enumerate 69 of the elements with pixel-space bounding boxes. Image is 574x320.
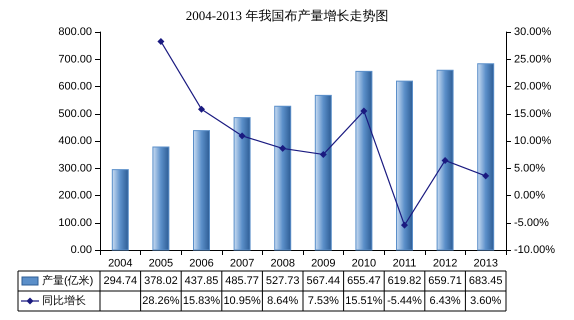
y-tick-label: 400.00 xyxy=(58,135,92,147)
data-label: 655.47 xyxy=(347,275,381,287)
bar xyxy=(396,80,413,250)
data-label: 527.73 xyxy=(266,275,300,287)
point xyxy=(320,150,327,158)
data-label: 437.85 xyxy=(184,275,218,287)
x-tick-label: 2004 xyxy=(108,258,133,270)
y-tick-label: 300.00 xyxy=(58,162,92,174)
y2-tick-label: 5.00% xyxy=(514,162,546,174)
y-tick-label: 800.00 xyxy=(58,26,92,38)
data-label: 378.02 xyxy=(144,275,178,287)
point xyxy=(238,132,246,140)
x-tick-label: 2013 xyxy=(473,258,498,270)
point xyxy=(442,156,449,164)
legend-label: 同比增长 xyxy=(42,294,86,307)
data-label: 8.64% xyxy=(267,295,299,307)
bar xyxy=(355,70,372,250)
bar xyxy=(152,146,170,250)
y2-tick-label: 0.00% xyxy=(514,190,546,202)
data-label: 683.45 xyxy=(468,275,503,287)
y-tick-label: 100.00 xyxy=(58,216,92,229)
bar xyxy=(193,130,210,250)
bar xyxy=(314,94,332,250)
y2-tick-label: 20.00% xyxy=(514,80,552,92)
x-tick-label: 2009 xyxy=(311,258,336,270)
data-label: 659.71 xyxy=(428,275,462,287)
data-label: -5.44% xyxy=(387,295,422,307)
y2-tick-label: 10.00% xyxy=(514,135,552,147)
point xyxy=(482,172,490,180)
y2-tick-label: -5.00% xyxy=(514,216,550,229)
x-tick-label: 2012 xyxy=(432,258,458,270)
y2-tick-label: -10.00% xyxy=(514,244,556,256)
point xyxy=(401,222,408,229)
y2-tick-label: 25.00% xyxy=(514,53,552,66)
legend-label: 产量(亿米) xyxy=(42,274,94,287)
data-label: 485.77 xyxy=(225,275,259,287)
data-label: 619.82 xyxy=(388,275,422,287)
x-tick-label: 2007 xyxy=(230,258,254,270)
bar xyxy=(234,117,251,250)
point xyxy=(279,144,286,152)
data-label: 3.60% xyxy=(470,295,502,307)
bar xyxy=(477,63,494,250)
point xyxy=(157,38,164,45)
data-label: 6.43% xyxy=(430,295,461,307)
bar xyxy=(274,106,292,250)
data-label: 7.53% xyxy=(308,295,340,307)
x-tick-label: 2006 xyxy=(189,258,214,270)
data-label: 15.83% xyxy=(182,295,220,307)
y-tick-label: 0.00 xyxy=(70,244,92,256)
bar xyxy=(436,70,454,250)
data-label: 10.95% xyxy=(223,295,261,307)
point xyxy=(360,107,368,114)
x-tick-label: 2008 xyxy=(270,258,295,270)
y2-tick-label: 15.00% xyxy=(514,108,552,120)
data-label: 28.26% xyxy=(142,295,180,307)
y-tick-label: 500.00 xyxy=(58,108,92,120)
data-label: 294.74 xyxy=(103,275,138,287)
y-tick-label: 600.00 xyxy=(58,80,92,92)
y-tick-label: 700.00 xyxy=(58,53,92,66)
point xyxy=(198,106,205,113)
x-tick-label: 2011 xyxy=(392,258,416,270)
bar xyxy=(112,169,129,250)
chart-title: 2004-2013 年我国布产量增长走势图 xyxy=(186,8,388,23)
data-label: 15.51% xyxy=(345,295,383,307)
x-tick-label: 2010 xyxy=(352,258,376,270)
y2-tick-label: 30.00% xyxy=(514,26,552,38)
x-tick-label: 2005 xyxy=(148,258,174,270)
y-tick-label: 200.00 xyxy=(58,190,92,202)
data-label: 567.44 xyxy=(306,275,340,287)
